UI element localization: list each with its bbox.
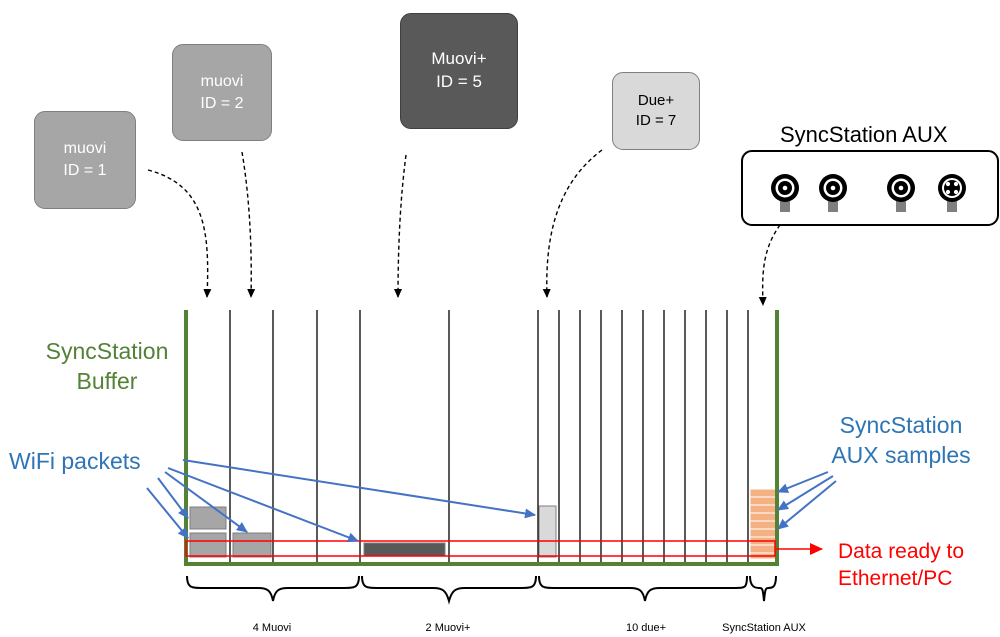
bnc-connector-icon	[887, 174, 915, 212]
device-id: ID = 5	[436, 72, 482, 91]
packet-muovi-plus-id5	[363, 542, 446, 557]
device-connector-arrows	[147, 149, 781, 306]
data-ready-frame	[185, 540, 776, 557]
aux-panel-frame	[741, 150, 999, 226]
device-id: ID = 7	[635, 112, 677, 129]
buffer-packets	[189, 505, 557, 558]
aux-samples-label: SyncStation AUX samples	[826, 411, 976, 471]
connector-arrow-id2	[241, 151, 256, 298]
aux-arrow	[777, 480, 837, 530]
group-braces	[186, 575, 777, 605]
buffer-label-line2: Buffer	[76, 367, 138, 394]
wifi-arrow	[164, 471, 248, 533]
aux-sample	[749, 528, 777, 538]
wifi-arrow	[146, 487, 189, 539]
data-ready-line2: Ethernet/PC	[838, 567, 953, 591]
group-label-10-due-plus: 10 due+	[625, 622, 667, 634]
aux-arrow	[777, 475, 834, 511]
device-name: muovi	[63, 140, 107, 158]
group-label-syncstation-aux: SyncStation AUX	[722, 622, 806, 634]
bnc-connector-icon	[819, 174, 847, 212]
device-name: muovi	[200, 72, 244, 90]
group-label-4-muovi: 4 Muovi	[252, 622, 292, 634]
device-box-muovi-id2: muovi ID = 2	[172, 44, 272, 141]
aux-sample	[749, 544, 777, 554]
connector-arrow-id5	[394, 154, 407, 298]
packet-due-plus-id7	[538, 505, 557, 558]
device-box-muovi-plus-id5: Muovi+ ID = 5	[400, 13, 518, 129]
aux-samples-line1: SyncStation	[839, 412, 963, 438]
wifi-arrow	[157, 477, 189, 519]
device-box-due-plus-id7: Due+ ID = 7	[612, 72, 700, 150]
packet-muovi-id2	[232, 532, 272, 558]
aux-samples-line2: AUX samples	[831, 441, 971, 468]
brace-syncstation-aux	[749, 575, 777, 602]
aux-sample	[749, 512, 777, 522]
wifi-arrow	[167, 467, 359, 543]
aux-arrow	[777, 471, 829, 493]
buffer-channel-dividers	[229, 310, 749, 563]
bnc-connector-icon	[771, 174, 799, 212]
device-name: Muovi+	[431, 49, 487, 69]
aux-sample	[749, 488, 777, 498]
buffer-outline	[184, 310, 779, 566]
aux-sample	[749, 496, 777, 506]
data-ready-line1: Data ready to	[838, 540, 965, 563]
buffer-label: SyncStation Buffer	[42, 337, 172, 397]
connector-arrow-id7	[542, 149, 603, 298]
brace-2-muovi-plus	[361, 575, 537, 605]
aux-panel-title: SyncStation AUX	[780, 122, 948, 147]
device-id: ID = 2	[200, 94, 244, 112]
aux-samples-stack	[749, 488, 777, 560]
brace-10-due-plus	[538, 575, 748, 602]
wifi-arrow	[182, 459, 536, 519]
device-id: ID = 1	[63, 162, 107, 179]
device-box-muovi-id1: muovi ID = 1	[34, 111, 136, 209]
wifi-packets-label: WiFi packets	[9, 448, 141, 474]
group-label-2-muovi-plus: 2 Muovi+	[425, 622, 471, 634]
aux-sample-arrows	[777, 471, 837, 530]
connector-arrow-aux	[758, 224, 781, 306]
device-name: Due+	[637, 91, 675, 109]
aux-connector-panel	[741, 150, 999, 226]
wifi-packet-arrows	[146, 459, 536, 543]
brace-4-muovi	[186, 575, 360, 602]
packet-muovi-id1-top	[189, 506, 227, 530]
aux-sample	[749, 520, 777, 530]
aux-sample	[749, 504, 777, 514]
packet-muovi-id1-bottom	[189, 532, 227, 558]
buffer-label-line1: SyncStation	[45, 338, 169, 364]
data-ready-label: Data ready to Ethernet/PC	[838, 538, 964, 593]
connector-arrow-id1	[147, 169, 212, 298]
four-pin-connector-icon	[938, 174, 966, 212]
